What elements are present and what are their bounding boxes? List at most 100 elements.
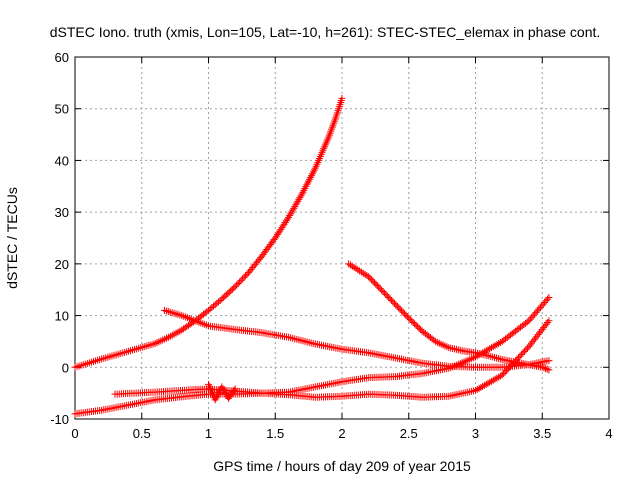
data-point — [231, 283, 239, 291]
x-tick-label: 4 — [605, 426, 612, 441]
data-point — [398, 307, 406, 315]
data-point — [430, 336, 438, 344]
data-point — [473, 352, 481, 360]
data-point — [529, 312, 537, 320]
data-point — [230, 387, 238, 395]
data-point — [475, 384, 483, 392]
data-point — [210, 302, 218, 310]
data-point — [489, 343, 497, 351]
data-point — [372, 280, 380, 288]
data-point — [288, 208, 296, 216]
data-point — [510, 358, 518, 366]
data-point — [512, 357, 520, 365]
data-point — [495, 373, 503, 381]
data-point — [350, 263, 358, 271]
y-tick-label: 40 — [55, 153, 69, 168]
data-point — [356, 267, 364, 275]
data-point — [392, 301, 400, 309]
data-point — [414, 323, 422, 331]
data-point — [233, 281, 241, 289]
data-point — [513, 355, 521, 363]
data-point — [479, 382, 487, 390]
data-point — [390, 299, 398, 307]
data-series-5 — [71, 317, 553, 418]
data-point — [296, 194, 304, 202]
data-point — [495, 339, 503, 347]
data-marks — [71, 94, 553, 418]
data-point — [292, 201, 300, 209]
data-point — [486, 378, 494, 386]
data-point — [493, 341, 501, 349]
data-point — [205, 306, 212, 314]
data-point — [383, 292, 391, 300]
x-tick-label: 2 — [338, 426, 345, 441]
y-axis-label: dSTEC / TECUs — [4, 187, 20, 289]
x-tick-label: 1.5 — [266, 426, 284, 441]
chart-title: dSTEC Iono. truth (xmis, Lon=105, Lat=-1… — [50, 24, 601, 40]
x-tick-label: 2.5 — [400, 426, 418, 441]
y-tick-label: 10 — [55, 309, 69, 324]
data-point — [493, 374, 501, 382]
data-point — [395, 304, 403, 312]
data-point — [373, 282, 381, 290]
y-tick-label: 60 — [55, 50, 69, 65]
data-point — [545, 317, 553, 325]
data-point — [543, 295, 551, 303]
data-series-2 — [160, 306, 553, 371]
data-point — [411, 320, 419, 328]
data-point — [215, 298, 223, 306]
data-point — [357, 268, 365, 276]
data-point — [540, 364, 548, 372]
data-point — [408, 317, 416, 325]
data-point — [473, 386, 481, 394]
x-tick-label: 0.5 — [133, 426, 151, 441]
data-point — [379, 288, 387, 296]
data-point — [523, 318, 531, 326]
data-point — [240, 273, 248, 281]
data-point — [231, 385, 239, 393]
data-series-3 — [345, 260, 553, 374]
data-point — [538, 363, 546, 371]
data-point — [488, 377, 496, 385]
data-point — [239, 275, 247, 283]
data-point — [378, 286, 386, 294]
data-point — [526, 315, 534, 323]
data-point — [488, 344, 496, 352]
x-tick-label: 0 — [71, 426, 78, 441]
data-point — [484, 346, 492, 354]
data-point — [528, 313, 536, 321]
x-tick-label: 3.5 — [533, 426, 551, 441]
data-point — [536, 303, 544, 311]
data-point — [286, 212, 294, 220]
data-point — [393, 302, 401, 310]
data-point — [477, 350, 485, 358]
data-point — [533, 307, 541, 315]
y-tick-label: 30 — [55, 205, 69, 220]
data-point — [545, 366, 553, 374]
data-point — [517, 351, 525, 359]
data-point — [507, 362, 515, 370]
data-point — [352, 265, 360, 273]
x-tick-label: 3 — [472, 426, 479, 441]
data-point — [385, 293, 393, 301]
data-point — [491, 375, 499, 383]
data-point — [237, 276, 245, 284]
data-point — [399, 308, 407, 316]
data-point — [386, 295, 394, 303]
y-tick-label: 0 — [62, 360, 69, 375]
data-point — [500, 369, 508, 377]
data-point — [486, 345, 494, 353]
data-point — [405, 314, 413, 322]
data-point — [503, 366, 511, 374]
data-point — [475, 351, 483, 359]
data-point — [544, 318, 552, 326]
data-point — [242, 272, 250, 280]
data-point — [287, 210, 295, 218]
data-point — [291, 203, 299, 211]
data-point — [370, 279, 378, 287]
y-tick-label: -10 — [50, 412, 69, 427]
data-point — [525, 317, 533, 325]
data-point — [354, 266, 362, 274]
